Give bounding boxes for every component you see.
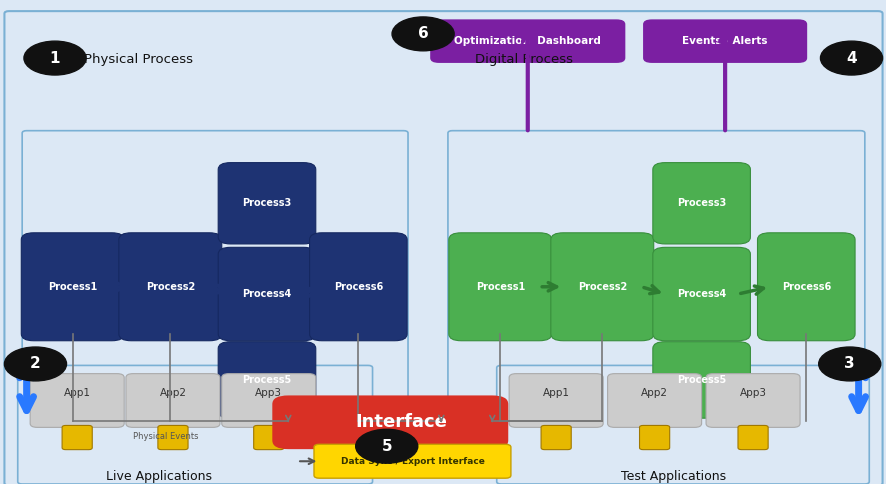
Text: Process3: Process3 xyxy=(676,198,726,208)
Text: 2: 2 xyxy=(30,357,41,371)
FancyBboxPatch shape xyxy=(652,247,750,341)
FancyBboxPatch shape xyxy=(30,374,124,427)
Text: 3: 3 xyxy=(843,357,854,371)
Text: 1: 1 xyxy=(50,51,60,65)
Text: Live Applications: Live Applications xyxy=(106,470,213,483)
FancyBboxPatch shape xyxy=(222,374,315,427)
FancyBboxPatch shape xyxy=(272,395,508,449)
Text: App1: App1 xyxy=(542,388,569,398)
Circle shape xyxy=(24,41,86,75)
FancyBboxPatch shape xyxy=(607,374,701,427)
Text: App2: App2 xyxy=(641,388,667,398)
FancyBboxPatch shape xyxy=(18,365,372,484)
FancyBboxPatch shape xyxy=(737,425,767,450)
Circle shape xyxy=(355,429,417,463)
Text: Physical Process: Physical Process xyxy=(84,53,193,66)
Text: Process2: Process2 xyxy=(145,282,195,292)
Text: Process6: Process6 xyxy=(781,282,830,292)
FancyBboxPatch shape xyxy=(448,233,551,341)
Text: Test Applications: Test Applications xyxy=(620,470,726,483)
FancyBboxPatch shape xyxy=(314,444,510,478)
FancyBboxPatch shape xyxy=(119,233,222,341)
Text: 4: 4 xyxy=(845,51,856,65)
FancyBboxPatch shape xyxy=(158,425,188,450)
Text: Optimization  Dashboard: Optimization Dashboard xyxy=(454,36,601,46)
FancyBboxPatch shape xyxy=(757,233,854,341)
FancyBboxPatch shape xyxy=(642,19,806,63)
FancyBboxPatch shape xyxy=(309,233,407,341)
Text: 5: 5 xyxy=(381,439,392,454)
Text: Process5: Process5 xyxy=(676,375,726,385)
FancyBboxPatch shape xyxy=(4,11,882,484)
Text: Process1: Process1 xyxy=(475,282,525,292)
Text: App3: App3 xyxy=(255,388,282,398)
FancyBboxPatch shape xyxy=(540,425,571,450)
FancyBboxPatch shape xyxy=(652,342,750,418)
FancyBboxPatch shape xyxy=(509,374,602,427)
Text: Digital Process: Digital Process xyxy=(474,53,571,66)
Text: Physical Events: Physical Events xyxy=(133,432,198,441)
FancyBboxPatch shape xyxy=(496,365,868,484)
Text: 6: 6 xyxy=(417,27,428,41)
Text: Process4: Process4 xyxy=(676,289,726,299)
Circle shape xyxy=(818,347,880,381)
FancyBboxPatch shape xyxy=(126,374,220,427)
Text: Interface: Interface xyxy=(354,413,447,431)
Text: App1: App1 xyxy=(64,388,90,398)
Text: Process3: Process3 xyxy=(242,198,291,208)
FancyBboxPatch shape xyxy=(218,247,315,341)
FancyBboxPatch shape xyxy=(218,163,315,244)
FancyBboxPatch shape xyxy=(62,425,92,450)
Text: Process4: Process4 xyxy=(242,289,291,299)
Circle shape xyxy=(4,347,66,381)
Text: Process5: Process5 xyxy=(242,375,291,385)
FancyBboxPatch shape xyxy=(639,425,669,450)
Text: Process1: Process1 xyxy=(48,282,97,292)
Text: App3: App3 xyxy=(739,388,766,398)
Text: Process2: Process2 xyxy=(577,282,626,292)
FancyBboxPatch shape xyxy=(550,233,653,341)
FancyBboxPatch shape xyxy=(22,131,408,424)
Text: Events / Alerts: Events / Alerts xyxy=(681,36,767,46)
FancyBboxPatch shape xyxy=(652,163,750,244)
FancyBboxPatch shape xyxy=(21,233,124,341)
FancyBboxPatch shape xyxy=(218,342,315,418)
FancyBboxPatch shape xyxy=(447,131,864,424)
FancyBboxPatch shape xyxy=(430,19,625,63)
Circle shape xyxy=(820,41,882,75)
FancyBboxPatch shape xyxy=(705,374,799,427)
FancyBboxPatch shape xyxy=(253,425,284,450)
Text: Data Sync / Export Interface: Data Sync / Export Interface xyxy=(340,457,484,466)
Circle shape xyxy=(392,17,454,51)
Text: Process6: Process6 xyxy=(333,282,383,292)
Text: App2: App2 xyxy=(159,388,186,398)
